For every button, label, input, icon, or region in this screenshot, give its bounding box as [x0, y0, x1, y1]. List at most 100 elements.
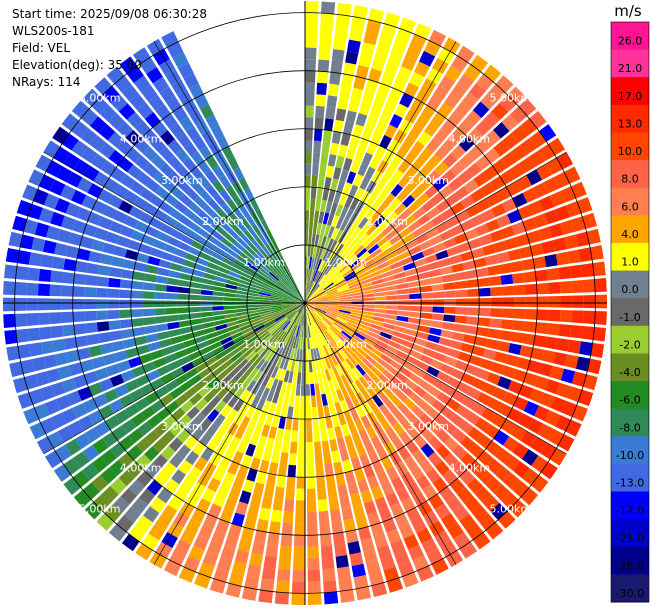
colorbar-bin — [611, 160, 649, 189]
velocity-gate — [189, 281, 203, 289]
velocity-gate — [287, 406, 294, 419]
velocity-gate — [93, 393, 109, 408]
velocity-gate — [198, 385, 211, 398]
velocity-gate — [411, 517, 427, 533]
velocity-gate — [486, 372, 501, 386]
velocity-gate — [262, 246, 272, 258]
velocity-gate — [313, 140, 322, 153]
velocity-gate — [582, 279, 596, 293]
velocity-gate — [182, 157, 197, 172]
velocity-gate — [82, 398, 98, 414]
velocity-gate — [595, 294, 608, 309]
velocity-gate — [354, 229, 366, 242]
colorbar-bin — [611, 463, 649, 493]
velocity-gate — [350, 241, 362, 253]
velocity-gate — [220, 374, 233, 387]
velocity-gate — [330, 178, 339, 191]
velocity-gate — [270, 300, 282, 303]
velocity-gate — [403, 455, 418, 471]
velocity-gate — [282, 511, 294, 524]
velocity-gate — [283, 393, 290, 407]
velocity-gate — [425, 467, 441, 484]
velocity-gate — [513, 308, 526, 320]
velocity-gate — [493, 430, 510, 446]
velocity-gate — [191, 426, 206, 441]
velocity-gate — [299, 407, 305, 420]
velocity-gate — [328, 300, 340, 303]
range-ring-label: 1.00km — [243, 338, 285, 351]
velocity-gate — [378, 373, 391, 386]
velocity-gate — [444, 436, 459, 452]
velocity-gate — [316, 299, 329, 302]
velocity-gate — [359, 344, 371, 355]
colorbar: m/s26.021.017.013.010.08.06.04.01.00.0-1… — [610, 2, 650, 603]
velocity-gate — [196, 340, 210, 350]
velocity-gate — [199, 104, 214, 120]
velocity-gate — [295, 313, 301, 325]
velocity-gate — [504, 237, 519, 250]
velocity-gate — [272, 268, 282, 279]
velocity-gate — [470, 188, 486, 203]
velocity-gate — [572, 295, 584, 308]
velocity-gate — [309, 372, 314, 385]
velocity-gate — [271, 240, 280, 252]
velocity-gate — [294, 325, 299, 337]
velocity-gate — [509, 499, 528, 518]
velocity-gate — [276, 475, 286, 488]
velocity-gate — [387, 50, 404, 66]
velocity-gate — [50, 325, 64, 339]
velocity-gate — [266, 473, 277, 487]
velocity-gate — [432, 378, 446, 391]
velocity-gate — [311, 324, 317, 337]
velocity-gate — [397, 288, 410, 295]
velocity-gate — [82, 482, 100, 500]
velocity-gate — [276, 281, 287, 290]
colorbar-bin — [611, 491, 649, 520]
velocity-gate — [101, 485, 119, 503]
velocity-gate — [264, 413, 274, 426]
velocity-gate — [305, 221, 309, 234]
velocity-gate — [315, 293, 327, 299]
velocity-gate — [487, 265, 501, 276]
velocity-gate — [102, 431, 118, 448]
velocity-gate — [14, 281, 27, 296]
velocity-gate — [315, 199, 322, 212]
velocity-gate — [144, 446, 160, 462]
velocity-gate — [317, 487, 327, 501]
velocity-gate — [492, 158, 508, 175]
velocity-gate — [307, 314, 312, 326]
velocity-gate — [185, 450, 200, 466]
velocity-gate — [219, 220, 232, 233]
velocity-gate — [377, 335, 391, 345]
azimuth-line — [153, 302, 306, 565]
velocity-gate — [262, 317, 274, 324]
velocity-gate — [413, 258, 427, 268]
velocity-gate — [325, 106, 336, 120]
velocity-gate — [386, 295, 398, 300]
velocity-gate — [450, 55, 469, 73]
velocity-gate — [212, 179, 225, 194]
velocity-gate — [351, 352, 362, 364]
velocity-gate — [71, 100, 90, 119]
velocity-gate — [219, 189, 232, 203]
velocity-gate — [421, 537, 438, 554]
velocity-gate — [72, 219, 87, 234]
velocity-gate — [454, 360, 469, 372]
velocity-gate — [319, 382, 326, 395]
velocity-gate — [353, 173, 364, 187]
velocity-gate — [185, 518, 201, 535]
velocity-gate — [406, 507, 422, 523]
velocity-gate — [135, 543, 153, 561]
velocity-gate — [259, 308, 271, 312]
azimuth-lines — [3, 1, 607, 605]
velocity-gate — [382, 322, 396, 330]
velocity-gate — [388, 87, 403, 103]
velocity-gate — [55, 394, 71, 411]
velocity-gate — [258, 330, 270, 340]
velocity-gate — [73, 273, 87, 285]
velocity-gate — [82, 444, 100, 462]
velocity-gate — [161, 462, 177, 478]
velocity-gate — [200, 311, 213, 318]
velocity-gate — [28, 388, 44, 405]
velocity-gate — [385, 309, 398, 315]
